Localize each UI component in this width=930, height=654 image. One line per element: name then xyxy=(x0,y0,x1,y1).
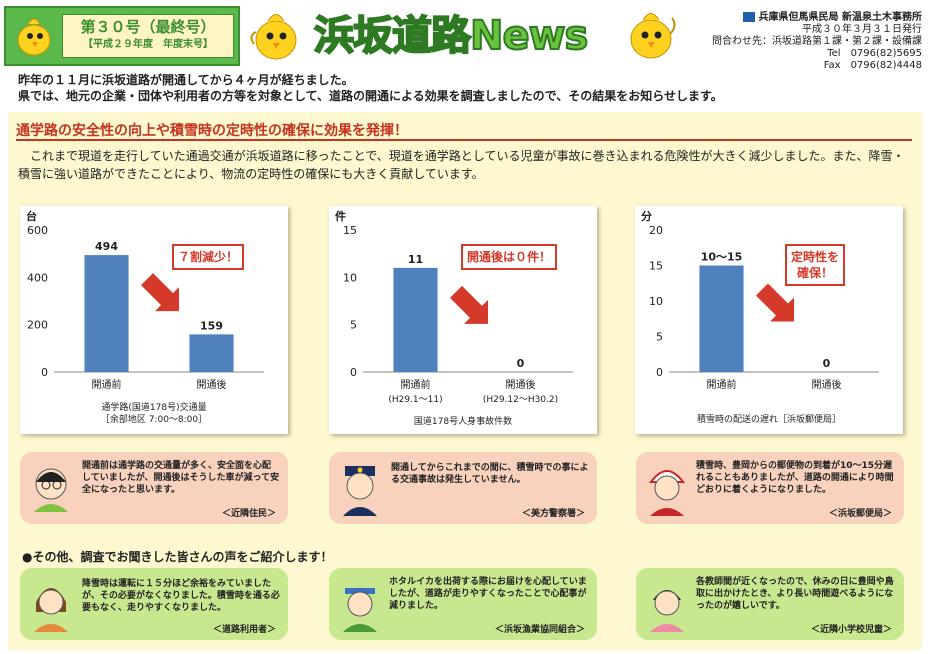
caption-line-1: 国道178号人身事故件数 xyxy=(413,417,513,427)
y-tick-label: 20 xyxy=(649,224,663,237)
y-unit-label: 台 xyxy=(26,209,37,223)
bar xyxy=(699,265,744,372)
x-tick-label: 開通後 xyxy=(812,378,842,391)
y-tick-label: 5 xyxy=(656,331,663,344)
y-tick-label: 0 xyxy=(656,366,663,379)
caption-line-1: 通学路(国道178号)交通量 xyxy=(101,403,207,413)
contact-line: 問合わせ先：浜坂道路第１課・第２課・設備課 xyxy=(712,36,922,47)
student-avatar-icon xyxy=(650,590,684,632)
fax-line: Fax 0796(82)4448 xyxy=(823,60,922,71)
mascot-bird-icon xyxy=(630,13,676,59)
x-tick-sublabel: (H29.12〜H30.2) xyxy=(483,395,558,405)
bar xyxy=(84,255,129,372)
issue-date: 平成３０年３月３１日発行 xyxy=(802,24,922,35)
section1-headline: 通学路の安全性の向上や積雪時の定時性の確保に効果を発揮！ xyxy=(16,123,408,139)
accident-count-chart: 件 0 5 10 15 11 開通前 (H29.1〜11) 0 開通後 (H29.12〜H30.2) xyxy=(335,209,573,405)
x-tick-label: 開通前 xyxy=(401,378,431,391)
headline-underline xyxy=(16,139,912,141)
voice-signature: ＜浜坂漁業協同組合＞ xyxy=(494,625,585,635)
police-officer-avatar-icon xyxy=(343,466,377,516)
chart-card-traffic: 台 0 200 400 600 494 開通前 159 開通後 ７割減少！ 通学路(国道178号… xyxy=(20,206,288,434)
section1-lead: これまで現道を走行していた通過交通が浜坂道路に移ったことで、現道を通学路としてい… xyxy=(18,149,905,181)
voice-signature: ＜近隣小学校児童＞ xyxy=(810,625,892,635)
voice-text: 各教師間が近くなったので、休みの日に豊岡や鳥取に出かけたとき、より長い時間遊べる… xyxy=(696,577,894,611)
issue-year: 【平成２９年度 年度末号】 xyxy=(83,39,213,50)
y-tick-label: 600 xyxy=(27,224,48,237)
caption-line-1: 積雪時の配送の遅れ［浜坂郵便局］ xyxy=(696,415,841,425)
x-tick-label: 開通前 xyxy=(92,378,122,391)
y-unit-label: 件 xyxy=(335,209,346,223)
y-tick-label: 10 xyxy=(343,271,357,284)
y-tick-label: 15 xyxy=(649,260,663,273)
voice-text: 開通してからこれまでの間に、積雪時での事による交通事故は発生していません。 xyxy=(391,463,589,485)
bar xyxy=(189,334,234,372)
voice-text: ホタルイカを出荷する際にお届けを心配していましたが、道路が走りやすくなったことで… xyxy=(389,577,587,611)
chart-callout: ７割減少！ xyxy=(172,244,245,270)
issuer-block: 兵庫県但馬県民局 新温泉土木事務所 平成３０年３月３１日発行 問合わせ先：浜坂道… xyxy=(700,12,922,72)
postal-worker-avatar-icon xyxy=(649,470,685,516)
y-tick-label: 0 xyxy=(350,366,357,379)
mascot-bird-icon xyxy=(250,14,297,60)
voice-box-student: 各教師間が近くなったので、休みの日に豊岡や鳥取に出かけたとき、より長い時間遊べる… xyxy=(636,568,904,640)
resident-avatar-icon xyxy=(34,468,68,512)
voice-text: 開通前は通学路の交通量が多く、安全面を心配していましたが、開通後はそうした車が減… xyxy=(82,461,280,495)
y-tick-label: 200 xyxy=(27,319,48,332)
down-arrow-icon xyxy=(756,283,794,322)
caption-line-2: ［余部地区 7:00〜8:00］ xyxy=(100,415,208,425)
y-tick-label: 400 xyxy=(27,271,48,284)
voice-box-road-user: 降雪時は運転に１５分ほど余裕をみていましたが、その必要がなくなりました。積雪時を… xyxy=(20,568,288,640)
fisherman-avatar-icon xyxy=(343,588,377,632)
chart-card-delivery: 分 0 5 10 15 20 10〜15 開通前 0 開通後 定時性を 確保！ 積雪時の配送の遅れ… xyxy=(635,206,903,434)
voice-signature: ＜近隣住民＞ xyxy=(221,509,276,519)
x-tick-label: 開通後 xyxy=(506,378,536,391)
chart-callout: 開通後は０件！ xyxy=(461,244,558,270)
voice-text: 積雪時、豊岡からの郵便物の到着が10〜15分遅れることもありましたが、道路の開通… xyxy=(696,461,894,495)
data-label: 11 xyxy=(408,253,423,266)
voice-signature: ＜浜坂郵便局＞ xyxy=(828,509,892,519)
mascot-bird-icon xyxy=(17,18,51,56)
y-tick-label: 5 xyxy=(350,319,357,332)
traffic-volume-chart: 台 0 200 400 600 494 開通前 159 開通後 xyxy=(26,209,264,391)
road-user-avatar-icon xyxy=(34,588,68,632)
down-arrow-icon xyxy=(141,273,179,312)
voice-box-resident: 開通前は通学路の交通量が多く、安全面を心配していましたが、開通後はそうした車が減… xyxy=(20,452,288,524)
y-tick-label: 15 xyxy=(343,224,357,237)
voice-signature: ＜道路利用者＞ xyxy=(212,625,276,635)
data-label: 159 xyxy=(200,319,223,332)
issue-number: 第３０号（最終号） xyxy=(80,18,216,36)
delivery-delay-chart: 分 0 5 10 15 20 10〜15 開通前 0 開通後 xyxy=(641,209,879,391)
issue-label: 第３０号（最終号） 【平成２９年度 年度末号】 xyxy=(62,14,234,58)
voice-box-fishery: ホタルイカを出荷する際にお届けを心配していましたが、道路が走りやすくなったことで… xyxy=(329,568,597,640)
chart-card-accidents: 件 0 5 10 15 11 開通前 (H29.1〜11) 0 開通後 (H29.12〜H30.2)… xyxy=(329,206,597,434)
intro-line-1: 昨年の１１月に浜坂道路が開通してから４ヶ月が経ちました。 xyxy=(18,73,354,87)
section2-headline: ●その他、調査でお聞きした皆さんの声をご紹介します！ xyxy=(22,550,333,564)
chart-callout: 定時性を 確保！ xyxy=(785,244,846,286)
tel-line: Tel 0796(82)5695 xyxy=(827,48,922,59)
voice-signature: ＜美方警察署＞ xyxy=(521,509,585,519)
data-label: 0 xyxy=(823,357,831,370)
issuer-org: 兵庫県但馬県民局 新温泉土木事務所 xyxy=(758,12,922,23)
x-tick-label: 開通前 xyxy=(707,378,737,391)
data-label: 494 xyxy=(95,240,118,253)
issue-banner: 第３０号（最終号） 【平成２９年度 年度末号】 xyxy=(4,6,240,66)
voice-text: 降雪時は運転に１５分ほど余裕をみていましたが、その必要がなくなりました。積雪時を… xyxy=(82,579,280,613)
voice-box-post-office: 積雪時、豊岡からの郵便物の到着が10〜15分遅れることもありましたが、道路の開通… xyxy=(636,452,904,524)
x-tick-label: 開通後 xyxy=(197,378,227,391)
y-tick-label: 0 xyxy=(41,366,48,379)
intro-line-2: 県では、地元の企業・団体や利用者の方等を対象として、道路の開通による効果を調査し… xyxy=(18,89,723,103)
chart-caption: 積雪時の配送の遅れ［浜坂郵便局］ xyxy=(635,414,903,426)
voice-box-police: 開通してからこれまでの間に、積雪時での事による交通事故は発生していません。 ＜美… xyxy=(329,452,597,524)
intro-text: 昨年の１１月に浜坂道路が開通してから４ヶ月が経ちました。 県では、地元の企業・団… xyxy=(18,72,918,104)
data-label: 0 xyxy=(517,357,525,370)
down-arrow-icon xyxy=(450,285,488,324)
x-tick-sublabel: (H29.1〜11) xyxy=(388,395,442,405)
bar xyxy=(393,267,438,372)
chart-caption: 国道178号人身事故件数 xyxy=(329,416,597,428)
data-label: 10〜15 xyxy=(701,251,743,264)
y-unit-label: 分 xyxy=(641,209,652,223)
chart-caption: 通学路(国道178号)交通量 ［余部地区 7:00〜8:00］ xyxy=(20,402,288,426)
prefecture-logo-icon xyxy=(742,12,755,22)
y-tick-label: 10 xyxy=(649,295,663,308)
newsletter-title: 浜坂道路News xyxy=(313,12,589,60)
